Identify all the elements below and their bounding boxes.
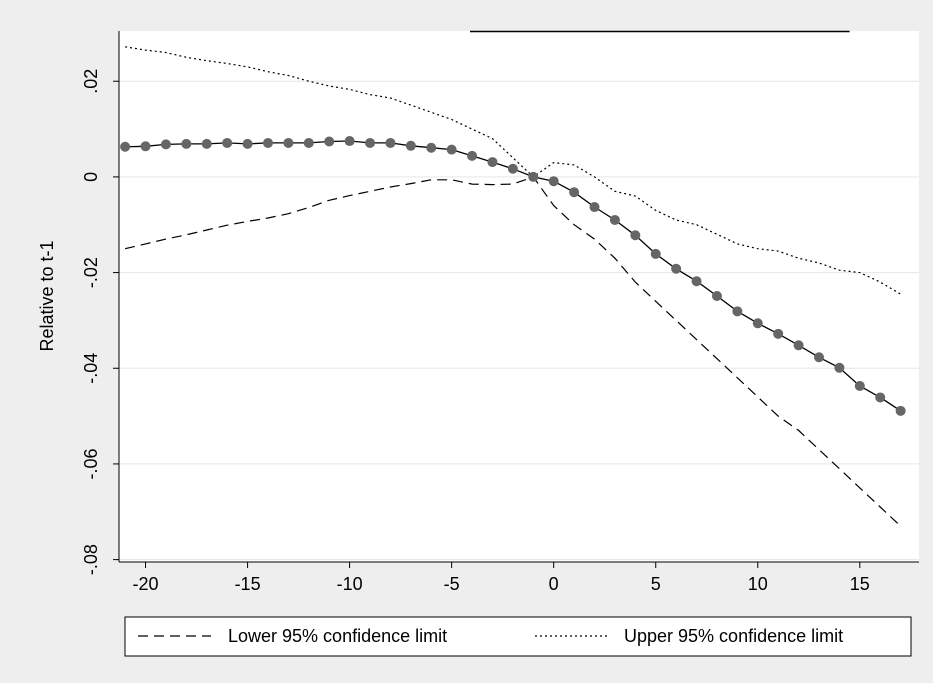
series-line-dotted	[125, 46, 901, 295]
x-tick-label: -10	[337, 574, 363, 594]
data-point	[569, 187, 580, 198]
data-point	[854, 380, 865, 391]
data-point	[528, 171, 539, 182]
y-tick-label: 0	[81, 172, 101, 182]
data-point	[426, 142, 437, 153]
data-point	[875, 392, 886, 403]
markers-layer	[120, 136, 906, 416]
data-point	[711, 291, 722, 302]
x-tick-label: 15	[850, 574, 870, 594]
data-point	[365, 137, 376, 148]
y-tick-label: -.04	[81, 353, 101, 384]
legend-box	[124, 616, 912, 657]
legend-label-lower: Lower 95% confidence limit	[228, 626, 447, 646]
data-point	[283, 137, 294, 148]
x-tick-label: -5	[444, 574, 460, 594]
data-point	[201, 138, 212, 149]
data-point	[671, 263, 682, 274]
y-tick-label: -.06	[81, 448, 101, 479]
data-point	[405, 140, 416, 151]
x-tick-label: 10	[748, 574, 768, 594]
plot-area	[119, 31, 919, 562]
legend: Lower 95% confidence limit Upper 95% con…	[124, 616, 912, 657]
data-point	[160, 139, 171, 150]
data-point	[385, 137, 396, 148]
series-line-dashed	[124, 176, 902, 527]
data-point	[752, 318, 763, 329]
data-point	[120, 141, 131, 152]
data-point	[324, 136, 335, 147]
data-point	[773, 328, 784, 339]
data-point	[344, 136, 355, 147]
data-point	[548, 176, 559, 187]
y-tick-label: -.08	[81, 544, 101, 575]
data-point	[446, 144, 457, 155]
x-tick-label: 5	[651, 574, 661, 594]
y-axis-title: Relative to t-1	[37, 240, 57, 351]
data-point	[262, 137, 273, 148]
data-point	[589, 202, 600, 213]
data-point	[303, 137, 314, 148]
data-point	[814, 352, 824, 363]
data-point	[895, 405, 906, 416]
data-point	[691, 276, 702, 287]
axes: .02 0 -.02 -.04 -.06 -.08 -20 -15 -10 -5 0 5 10 15	[81, 31, 919, 594]
x-tick-label: 0	[549, 574, 559, 594]
data-point	[487, 157, 498, 168]
data-point	[609, 214, 620, 225]
y-tick-label: -.02	[81, 257, 101, 288]
data-point	[222, 137, 233, 148]
data-point	[793, 340, 804, 351]
data-point	[507, 163, 518, 174]
data-point	[630, 230, 641, 241]
x-tick-label: -20	[133, 574, 159, 594]
data-point	[181, 138, 192, 149]
data-point	[732, 306, 743, 317]
x-tick-label: -15	[235, 574, 261, 594]
legend-label-upper: Upper 95% confidence limit	[624, 626, 843, 646]
data-point	[834, 362, 845, 373]
y-tick-label: .02	[81, 69, 101, 94]
data-point	[467, 150, 478, 161]
data-point	[140, 141, 151, 152]
data-point	[650, 248, 661, 259]
data-point	[242, 138, 253, 149]
grid-lines	[119, 80, 919, 561]
